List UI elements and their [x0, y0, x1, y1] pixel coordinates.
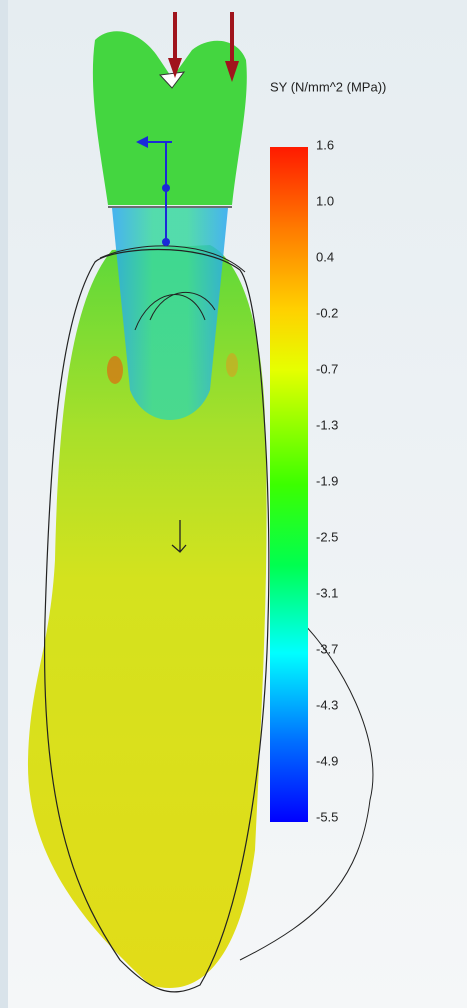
legend-tick-label: -1.3 [316, 417, 338, 432]
stress-spot [226, 353, 238, 377]
load-arrow [168, 58, 182, 78]
notch [158, 71, 186, 89]
legend-tick-label: 1.6 [316, 137, 334, 152]
legend-tick-label: -3.7 [316, 641, 338, 656]
stress-spot [107, 356, 123, 384]
color-bar [270, 147, 308, 822]
legend-tick-label: -4.3 [316, 697, 338, 712]
left-border [0, 0, 8, 1008]
axis-marker [162, 238, 170, 246]
outline [134, 291, 216, 331]
outline [99, 245, 246, 273]
axis-marker [162, 184, 170, 192]
legend-tick-label: -1.9 [316, 473, 338, 488]
outline [239, 619, 374, 961]
axis-marker [136, 136, 148, 148]
legend-tick-label: -5.5 [316, 809, 338, 824]
legend-tick-label: -0.7 [316, 361, 338, 376]
legend-tick-label: -3.1 [316, 585, 338, 600]
direction-mark [171, 520, 187, 553]
legend-tick-label: -0.2 [316, 305, 338, 320]
outline [43, 248, 270, 993]
legend-title: SY (N/mm^2 (MPa)) [270, 79, 386, 94]
legend-tick-label: 0.4 [316, 249, 334, 264]
legend-tick-label: -2.5 [316, 529, 338, 544]
legend-tick-label: 1.0 [316, 193, 334, 208]
legend-ticks: 1.6 1.0 0.4 -0.2 -0.7 -1.3 -1.9 -2.5 -3.1 -3.7 -4.… [316, 137, 338, 824]
neck [112, 208, 228, 420]
root [27, 245, 267, 989]
legend-tick-label: -4.9 [316, 753, 338, 768]
load-arrow [225, 61, 239, 82]
crown [92, 31, 247, 206]
